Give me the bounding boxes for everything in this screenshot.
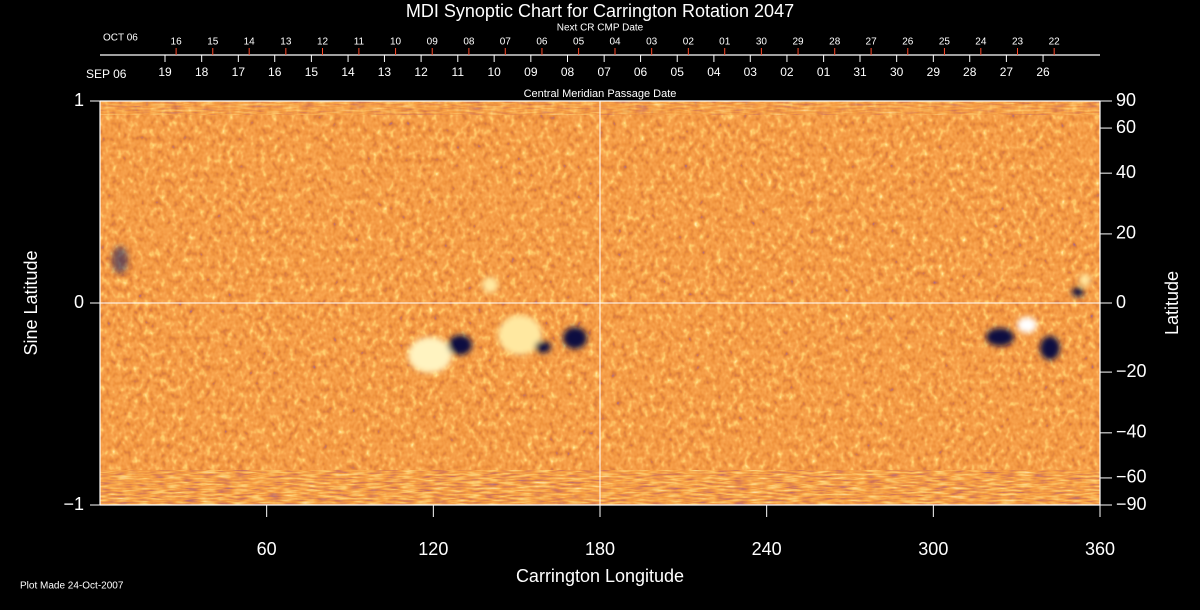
date-label: 06 bbox=[634, 65, 648, 79]
date-label: 30 bbox=[890, 65, 904, 79]
date-label: 09 bbox=[427, 37, 439, 48]
date-label: 16 bbox=[268, 65, 282, 79]
x-tick-label: 300 bbox=[918, 539, 948, 559]
date-label: 15 bbox=[305, 65, 319, 79]
active-region bbox=[1017, 317, 1037, 333]
y2-tick-label: 0 bbox=[1116, 292, 1126, 312]
x-tick-label: 120 bbox=[418, 539, 448, 559]
date-label: 29 bbox=[927, 65, 941, 79]
active-region bbox=[986, 328, 1014, 346]
date-label: 09 bbox=[524, 65, 538, 79]
cmp-title: Central Meridian Passage Date bbox=[524, 88, 677, 100]
date-label: 11 bbox=[452, 65, 465, 79]
date-label: 13 bbox=[378, 65, 392, 79]
date-label: 05 bbox=[671, 65, 685, 79]
date-label: 08 bbox=[561, 65, 575, 79]
active-region bbox=[1079, 274, 1091, 286]
footer: Plot Made 24-Oct-2007 bbox=[20, 581, 124, 592]
date-label: 26 bbox=[1036, 65, 1050, 79]
date-label: 03 bbox=[646, 37, 658, 48]
date-label: 26 bbox=[902, 37, 914, 48]
date-label: 10 bbox=[390, 37, 402, 48]
x-tick-label: 60 bbox=[257, 539, 277, 559]
active-region bbox=[408, 337, 452, 373]
date-label: 15 bbox=[207, 37, 219, 48]
date-label: 19 bbox=[158, 65, 172, 79]
date-label: 08 bbox=[463, 37, 475, 48]
active-region bbox=[448, 335, 472, 355]
date-label: 02 bbox=[780, 65, 794, 79]
date-label: 18 bbox=[195, 65, 209, 79]
active-region bbox=[1040, 336, 1060, 360]
date-label: 24 bbox=[975, 37, 987, 48]
date-label: 07 bbox=[597, 65, 611, 79]
y2-axis-label: Latitude bbox=[1162, 271, 1182, 335]
date-label: 13 bbox=[280, 37, 292, 48]
cmp-start-label: SEP 06 bbox=[86, 67, 127, 81]
date-label: 30 bbox=[756, 37, 768, 48]
active-region bbox=[498, 315, 542, 355]
next-cr-start-label: OCT 06 bbox=[103, 33, 138, 44]
date-label: 05 bbox=[573, 37, 585, 48]
date-label: 31 bbox=[853, 65, 867, 79]
date-label: 28 bbox=[829, 37, 841, 48]
y-axis-label: Sine Latitude bbox=[21, 250, 41, 355]
date-label: 27 bbox=[866, 37, 878, 48]
date-label: 29 bbox=[792, 37, 804, 48]
active-region bbox=[563, 327, 587, 349]
y2-tick-label: 20 bbox=[1116, 223, 1136, 243]
date-label: 02 bbox=[683, 37, 695, 48]
date-label: 11 bbox=[354, 37, 365, 48]
x-tick-label: 360 bbox=[1085, 539, 1115, 559]
date-label: 16 bbox=[171, 37, 183, 48]
y2-tick-label: −20 bbox=[1116, 361, 1147, 381]
date-label: 04 bbox=[707, 65, 721, 79]
y-tick-label: −1 bbox=[63, 494, 84, 514]
date-label: 10 bbox=[487, 65, 501, 79]
date-label: 17 bbox=[232, 65, 246, 79]
date-label: 01 bbox=[817, 65, 831, 79]
active-region bbox=[112, 246, 128, 274]
date-label: 14 bbox=[341, 65, 355, 79]
chart-title: MDI Synoptic Chart for Carrington Rotati… bbox=[406, 1, 794, 21]
x-tick-label: 240 bbox=[752, 539, 782, 559]
y2-tick-label: 90 bbox=[1116, 90, 1136, 110]
date-label: 01 bbox=[719, 37, 731, 48]
y2-tick-label: −60 bbox=[1116, 467, 1147, 487]
date-label: 03 bbox=[744, 65, 758, 79]
date-label: 23 bbox=[1012, 37, 1024, 48]
active-region bbox=[482, 277, 498, 293]
y2-tick-label: 40 bbox=[1116, 162, 1136, 182]
active-region bbox=[535, 341, 551, 353]
date-label: 06 bbox=[536, 37, 548, 48]
date-label: 28 bbox=[963, 65, 977, 79]
y2-tick-label: 60 bbox=[1116, 117, 1136, 137]
x-tick-label: 180 bbox=[585, 539, 615, 559]
active-region bbox=[1072, 287, 1084, 297]
date-label: 27 bbox=[1000, 65, 1014, 79]
date-label: 22 bbox=[1049, 37, 1061, 48]
y-tick-label: 1 bbox=[74, 90, 84, 110]
date-label: 25 bbox=[939, 37, 951, 48]
y2-tick-label: −40 bbox=[1116, 422, 1147, 442]
date-label: 14 bbox=[244, 37, 256, 48]
x-axis-label: Carrington Longitude bbox=[516, 566, 684, 586]
date-label: 12 bbox=[414, 65, 428, 79]
next-cr-title: Next CR CMP Date bbox=[557, 23, 644, 34]
date-label: 12 bbox=[317, 37, 329, 48]
date-label: 04 bbox=[609, 37, 621, 48]
date-label: 07 bbox=[500, 37, 512, 48]
y2-tick-label: −90 bbox=[1116, 494, 1147, 514]
y-tick-label: 0 bbox=[74, 292, 84, 312]
active-regions bbox=[112, 246, 1091, 373]
